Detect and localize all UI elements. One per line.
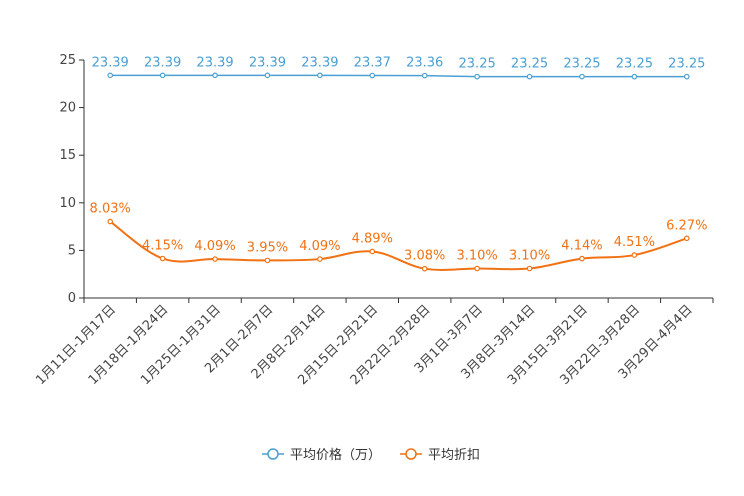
series-layer: 23.39 23.39 23.39 23.39 23.39 23.37 23.36 23.25…	[90, 55, 707, 272]
series-0: 23.39 23.39 23.39 23.39 23.39 23.37 23.36 23.25…	[92, 55, 705, 80]
data-label: 23.36	[406, 56, 443, 71]
data-point[interactable]	[631, 73, 638, 80]
legend-marker-icon	[267, 448, 279, 460]
data-label: 23.25	[511, 57, 548, 72]
data-label: 23.39	[301, 55, 338, 70]
data-label: 6.27%	[666, 218, 707, 233]
data-label: 8.03%	[90, 202, 131, 217]
data-point[interactable]	[631, 252, 638, 258]
data-label: 3.10%	[456, 248, 497, 263]
data-point[interactable]	[683, 235, 690, 242]
data-label: 3.10%	[509, 248, 550, 263]
data-point[interactable]	[369, 72, 376, 79]
y-tick-label: 0	[68, 291, 76, 306]
data-point[interactable]	[159, 72, 166, 79]
data-label: 23.25	[668, 57, 705, 72]
data-label: 23.25	[563, 57, 600, 72]
legend-item-1[interactable]: 平均折扣	[400, 448, 480, 463]
data-label: 23.39	[144, 55, 181, 70]
data-point[interactable]	[212, 72, 218, 79]
data-point[interactable]	[474, 265, 480, 272]
data-label: 4.51%	[614, 235, 655, 250]
data-label: 3.08%	[404, 249, 445, 264]
data-point[interactable]	[526, 265, 533, 272]
data-label: 4.09%	[194, 239, 235, 254]
y-tick-label: 25	[59, 53, 76, 68]
series-line	[109, 220, 688, 271]
data-label: 23.25	[616, 57, 653, 72]
y-tick-label: 20	[59, 101, 76, 116]
data-point[interactable]	[579, 73, 585, 80]
legend-label: 平均价格（万）	[290, 447, 381, 463]
data-point[interactable]	[107, 218, 114, 225]
data-label: 4.15%	[142, 238, 183, 253]
x-axis-ticks: 1月11日-1月17日1月18日-1月24日1月25日-1月31日2月1日-2月…	[33, 298, 714, 388]
legend-label: 平均折扣	[428, 448, 480, 463]
data-point[interactable]	[579, 255, 585, 262]
series-line	[110, 74, 687, 78]
y-tick-label: 15	[59, 148, 76, 163]
data-point[interactable]	[212, 256, 218, 262]
data-label: 4.09%	[299, 239, 340, 254]
data-label: 23.37	[354, 56, 391, 71]
y-tick-label: 5	[68, 243, 76, 258]
data-point[interactable]	[264, 72, 271, 79]
data-point[interactable]	[421, 72, 428, 79]
y-tick-label: 10	[59, 196, 76, 211]
legend-item-0[interactable]: 平均价格（万）	[262, 447, 381, 463]
data-point[interactable]	[159, 255, 166, 262]
data-point[interactable]	[369, 248, 376, 255]
data-point[interactable]	[317, 72, 323, 79]
data-label: 23.39	[92, 55, 129, 70]
data-point[interactable]	[317, 256, 323, 262]
data-label: 4.89%	[352, 231, 393, 246]
data-label: 23.25	[459, 57, 496, 72]
data-point[interactable]	[107, 72, 114, 79]
data-point[interactable]	[421, 265, 428, 272]
data-point[interactable]	[264, 257, 271, 264]
legend-marker-icon	[405, 448, 417, 460]
data-label: 4.14%	[561, 239, 602, 254]
data-point[interactable]	[683, 73, 690, 80]
data-point[interactable]	[526, 73, 533, 80]
data-point[interactable]	[474, 73, 480, 80]
y-axis-ticks: 0 5 10 15 20 25	[59, 53, 84, 306]
data-label: 3.95%	[247, 240, 288, 255]
series-1: 8.03% 4.15% 4.09% 3.95% 4.09% 4.89% 3.08% 3.10%…	[90, 202, 707, 272]
legend[interactable]: 平均价格（万） 平均折扣	[262, 447, 480, 463]
data-label: 23.39	[196, 55, 233, 70]
data-label: 23.39	[249, 55, 286, 70]
